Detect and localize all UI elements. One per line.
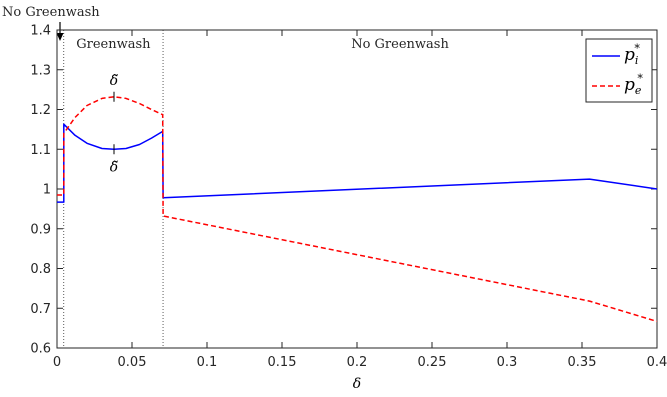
y-tick-label: 1.1: [30, 143, 51, 158]
x-tick-label: 0.3: [497, 355, 518, 370]
legend-label-pe: pe*: [624, 72, 643, 97]
y-tick-label: 1.4: [30, 24, 51, 39]
axis-ticks: 0 0.05 0.1 0.15 0.2 0.25 0.3 0.35 0.4 0.6 0.7 0.8 0.…: [30, 24, 667, 371]
y-tick-label: 0.7: [30, 302, 51, 317]
x-axis-label: δ: [353, 376, 361, 392]
annotation-label: δ̃: [110, 159, 118, 175]
region-label-no-greenwash-left: No Greenwash: [2, 5, 100, 20]
x-tick-label: 0.15: [268, 355, 297, 370]
y-tick-label: 0.8: [30, 262, 51, 277]
annotations: δ̃ δ̃: [110, 73, 118, 175]
x-tick-label: 0.05: [118, 355, 147, 370]
x-tick-label: 0.2: [347, 355, 368, 370]
x-tick-label: 0.25: [418, 355, 447, 370]
series-layer: [57, 96, 658, 323]
y-tick-label: 1.3: [30, 63, 51, 78]
y-tick-label: 1.2: [30, 103, 51, 118]
series-line-pe: [57, 96, 658, 323]
y-tick-label: 1: [43, 183, 51, 198]
region-label: No Greenwash: [351, 37, 449, 52]
x-tick-label: 0.4: [647, 355, 667, 370]
region-labels: Greenwash No Greenwash: [76, 37, 449, 52]
series-line-pi: [57, 123, 658, 203]
region-label: Greenwash: [76, 37, 151, 52]
legend-label-pi: pi*: [624, 42, 640, 67]
x-tick-label: 0.1: [197, 355, 218, 370]
y-tick-label: 0.6: [30, 342, 51, 357]
annotation-label: δ̃: [110, 73, 118, 89]
arrow-down-icon: [56, 22, 64, 41]
y-tick-label: 0.9: [30, 222, 51, 237]
legend-box: [585, 38, 653, 103]
x-tick-label: 0.35: [568, 355, 597, 370]
x-tick-label: 0: [53, 355, 61, 370]
legend: pi* pe*: [585, 38, 653, 103]
